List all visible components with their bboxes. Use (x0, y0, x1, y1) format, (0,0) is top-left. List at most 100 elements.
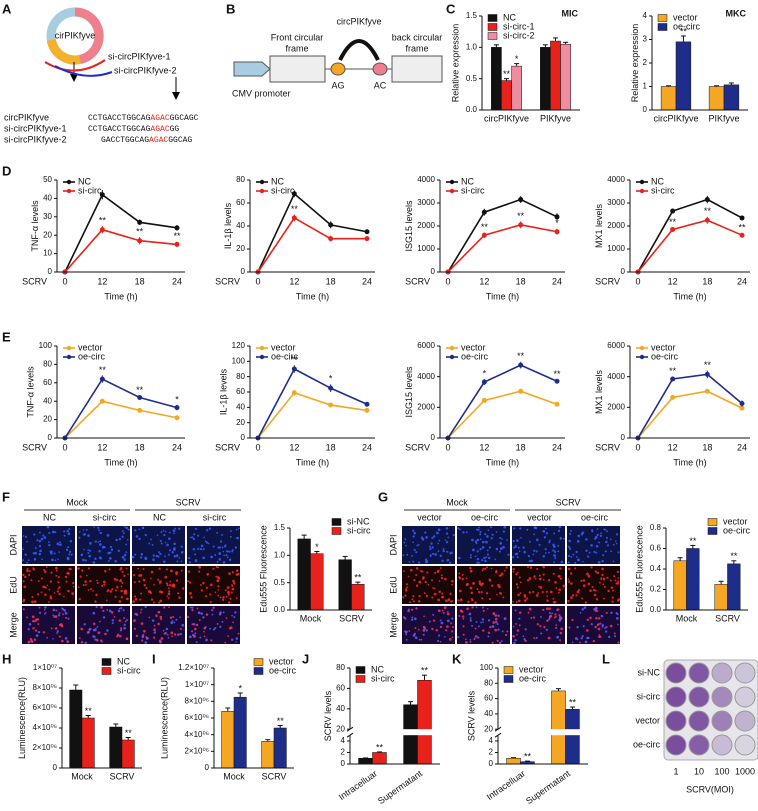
cell-dot (118, 600, 122, 603)
cell-dot (481, 546, 485, 549)
cell-dot (475, 606, 478, 609)
cell-dot (162, 529, 165, 532)
cell-dot (113, 616, 116, 618)
point (481, 397, 487, 403)
cell-dot (121, 556, 125, 559)
cell-dot (595, 607, 598, 610)
cell-dot (43, 608, 46, 611)
y-axis-label: Edu555 Fluorescence (635, 525, 645, 613)
cell-dot (140, 556, 143, 559)
cell-dot (605, 630, 608, 633)
cell-dot (580, 579, 583, 582)
panel-label: K (452, 651, 462, 666)
cell-dot (567, 567, 571, 571)
x-tick-label: 12 (289, 276, 299, 286)
cell-dot (412, 600, 416, 603)
cell-dot (225, 595, 228, 598)
cell-dot (66, 640, 70, 643)
probe-line (44, 59, 106, 72)
point (554, 229, 560, 235)
panel-label: H (2, 651, 11, 666)
cell-dot (580, 637, 583, 640)
cell-dot (571, 641, 574, 644)
axis-break (499, 729, 589, 736)
cell-dot (418, 600, 421, 603)
cell-dot (553, 616, 556, 619)
cell-dot (499, 547, 503, 551)
legend-swatch (657, 23, 668, 31)
legend-marker (259, 345, 265, 351)
legend-label: vector (519, 664, 544, 674)
significance: ** (99, 215, 107, 225)
x-tick-label: SCRV (262, 771, 287, 781)
cell-dot (557, 544, 560, 547)
cell-dot (437, 634, 441, 637)
column-label: 10 (694, 766, 704, 776)
legend-label: si-circ (347, 525, 371, 535)
cell-dot (602, 577, 606, 581)
cell-dot (518, 550, 521, 553)
bar (511, 65, 522, 111)
cell-dot (548, 612, 551, 615)
cell-dot (411, 618, 414, 621)
cell-dot (522, 635, 525, 638)
cell-dot (446, 558, 450, 562)
cell-dot (63, 534, 66, 537)
cell-dot (614, 635, 617, 638)
cell-dot (111, 588, 114, 591)
cell-dot (474, 627, 477, 630)
cell-dot (58, 592, 61, 596)
cell-dot (111, 619, 115, 622)
cell-dot (559, 577, 562, 580)
cell-dot (405, 638, 408, 641)
cell-dot (82, 529, 85, 531)
cell-dot (614, 540, 617, 543)
cell-dot (576, 540, 580, 543)
cell-dot (439, 554, 442, 558)
cell-dot (440, 576, 444, 580)
cell-dot (451, 600, 454, 603)
micrograph (457, 606, 510, 644)
legend-label: si-circ-2 (503, 30, 535, 40)
cell-dot (181, 550, 184, 553)
cell-dot (554, 557, 557, 560)
cell-dot (612, 560, 615, 563)
cell-dot (410, 568, 413, 572)
cell-dot (203, 536, 206, 539)
stain-label: EdU (388, 576, 398, 594)
cell-dot (469, 554, 472, 557)
y-tick-label: 80 (43, 360, 52, 369)
cell-dot (205, 529, 209, 532)
cell-dot (594, 589, 597, 592)
cell-dot (99, 557, 102, 560)
column-label: 1000 (735, 766, 755, 776)
legend-marker (259, 354, 265, 360)
legend-label: vector (78, 342, 103, 352)
cell-dot (216, 560, 219, 563)
cell-dot (189, 536, 192, 539)
x-tick-label: 24 (552, 442, 562, 452)
cell-dot (584, 601, 588, 604)
x-tick-label: SCRV (110, 771, 135, 781)
group-label: oe-circ (471, 512, 499, 522)
stain-label: Merge (388, 612, 398, 638)
y-axis-label: Luminescence(RLU) (17, 677, 27, 759)
cell-dot (104, 570, 107, 573)
cell-dot (228, 572, 231, 575)
cell-dot (404, 538, 407, 541)
cell-dot (617, 641, 620, 644)
cell-dot (552, 549, 555, 552)
cell-dot (48, 601, 50, 603)
cell-dot (569, 532, 572, 535)
cell-dot (553, 554, 557, 557)
legend-label: oe-circ (461, 351, 489, 361)
cell-dot (52, 608, 56, 612)
cell-dot (586, 572, 589, 576)
legend-label: si-circ (271, 185, 295, 195)
cell-dot (428, 545, 431, 548)
well (688, 710, 710, 732)
cell-dot (502, 545, 505, 549)
cell-dot (202, 616, 205, 619)
cell-dot (405, 633, 408, 636)
cell-dot (612, 589, 614, 592)
